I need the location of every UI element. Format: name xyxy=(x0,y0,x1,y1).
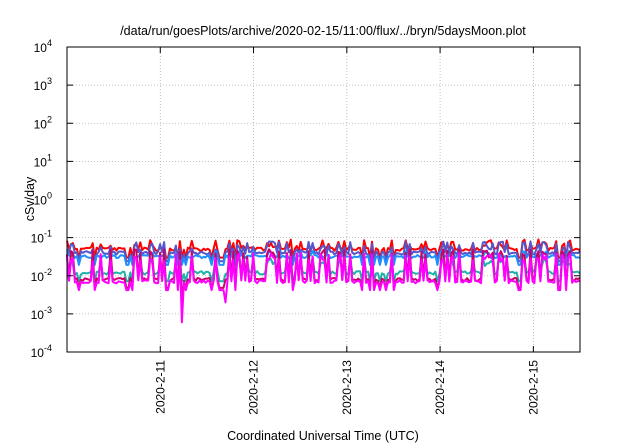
plot-series xyxy=(66,238,581,324)
y-tick-label: 10-4 xyxy=(31,343,52,360)
x-tick-label: 2020-2-15 xyxy=(526,360,540,415)
y-tick-label: 102 xyxy=(34,114,52,131)
x-tick-label: 2020-2-11 xyxy=(153,360,167,414)
y-tick-label: 100 xyxy=(34,191,52,208)
grid xyxy=(67,47,580,352)
y-axis-label: cSv/day xyxy=(23,176,37,221)
x-axis-ticks: 2020-2-11 2020-2-12 2020-2-13 2020-2-14 2020… xyxy=(153,47,540,415)
x-axis-label: Coordinated Universal Time (UTC) xyxy=(227,429,419,443)
series-line xyxy=(66,240,581,263)
x-tick-label: 2020-2-14 xyxy=(433,360,447,415)
x-tick-label: 2020-2-13 xyxy=(340,360,354,415)
y-tick-label: 101 xyxy=(34,152,52,169)
y-tick-label: 104 xyxy=(34,38,52,55)
plot-frame xyxy=(66,46,581,353)
y-tick-label: 103 xyxy=(34,76,52,93)
chart-title: /data/run/goesPlots/archive/2020-02-15/1… xyxy=(120,24,526,38)
y-tick-label: 10-3 xyxy=(31,305,52,322)
x-tick-label: 2020-2-12 xyxy=(247,360,261,415)
y-axis-ticks: 10-4 10-3 10-2 10-1 100 101 102 103 104 xyxy=(31,38,580,360)
y-tick-label: 10-2 xyxy=(31,267,52,284)
series-line xyxy=(66,251,581,324)
y-tick-label: 10-1 xyxy=(31,229,52,246)
